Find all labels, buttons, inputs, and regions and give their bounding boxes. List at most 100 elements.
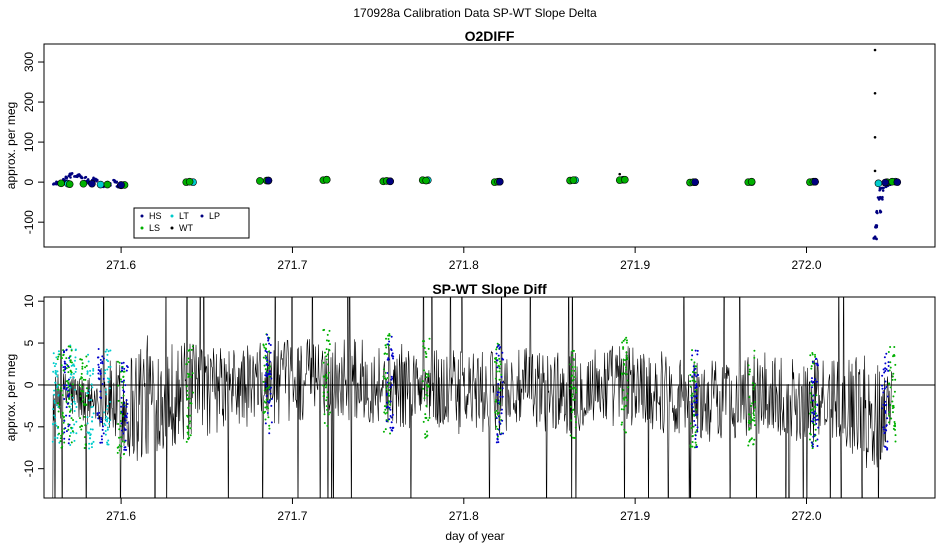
data-point-hs xyxy=(77,173,81,176)
calibration-point xyxy=(63,441,66,444)
calibration-point xyxy=(882,426,885,429)
calibration-point xyxy=(264,418,267,421)
calibration-point xyxy=(323,328,326,331)
calibration-point xyxy=(382,368,385,371)
calibration-point xyxy=(753,414,756,417)
calibration-point xyxy=(325,399,328,402)
calibration-point xyxy=(389,426,392,429)
calibration-point xyxy=(749,439,752,442)
calibration-point xyxy=(88,389,91,392)
calibration-point xyxy=(389,386,392,389)
calibration-point xyxy=(266,359,269,362)
calibration-point xyxy=(891,375,894,378)
calibration-point xyxy=(267,367,270,370)
calibration-point xyxy=(691,354,694,357)
calibration-point xyxy=(61,445,64,448)
calibration-point xyxy=(68,393,71,396)
calibration-point xyxy=(814,355,817,358)
data-point-hs xyxy=(878,209,882,213)
calibration-point xyxy=(84,424,87,427)
calibration-point xyxy=(81,385,84,388)
calibration-point xyxy=(748,427,751,430)
calibration-point xyxy=(81,390,84,393)
calibration-point xyxy=(65,387,68,390)
calibration-point xyxy=(190,348,193,351)
calibration-point xyxy=(569,363,572,366)
panel-title: O2DIFF xyxy=(465,28,515,44)
calibration-point xyxy=(571,408,574,411)
calibration-point xyxy=(88,447,91,450)
calibration-point xyxy=(322,384,325,387)
calibration-point xyxy=(126,421,129,424)
calibration-point xyxy=(572,378,575,381)
legend-marker xyxy=(200,214,204,218)
y-tick-label: 200 xyxy=(22,92,36,112)
data-point-hs xyxy=(882,186,885,190)
calibration-point xyxy=(60,434,63,437)
calibration-point xyxy=(696,430,699,433)
calibration-point xyxy=(425,393,428,396)
calibration-point xyxy=(268,432,271,435)
calibration-point xyxy=(68,438,71,441)
calibration-point xyxy=(58,432,61,435)
calibration-point xyxy=(886,447,889,450)
data-point-wt xyxy=(873,91,877,95)
calibration-point xyxy=(322,391,325,394)
data-point-ls xyxy=(79,179,88,188)
x-tick-label: 271.8 xyxy=(449,509,479,523)
calibration-point xyxy=(388,406,391,409)
calibration-point xyxy=(885,352,888,355)
calibration-point xyxy=(68,414,71,417)
calibration-point xyxy=(322,375,325,378)
calibration-point xyxy=(811,353,814,356)
calibration-point xyxy=(571,366,574,369)
calibration-point xyxy=(575,421,578,424)
data-point-hs xyxy=(878,186,882,190)
calibration-point xyxy=(692,410,695,413)
calibration-point xyxy=(265,394,268,397)
calibration-point xyxy=(387,382,390,385)
calibration-point xyxy=(625,341,628,344)
calibration-point xyxy=(91,372,94,375)
calibration-point xyxy=(569,434,572,437)
calibration-point xyxy=(66,379,69,382)
calibration-point xyxy=(57,350,60,353)
calibration-point xyxy=(324,351,327,354)
plot-frame xyxy=(43,296,936,499)
calibration-point xyxy=(810,367,813,370)
calibration-point xyxy=(62,353,65,356)
calibration-point xyxy=(264,368,267,371)
calibration-point xyxy=(265,387,268,390)
calibration-point xyxy=(56,375,59,378)
calibration-point xyxy=(91,428,94,431)
calibration-point xyxy=(751,382,754,385)
calibration-point xyxy=(99,416,102,419)
calibration-point xyxy=(124,439,127,442)
calibration-point xyxy=(61,432,64,435)
calibration-point xyxy=(188,422,191,425)
calibration-point xyxy=(64,367,67,370)
calibration-point xyxy=(496,342,499,345)
data-point-lp xyxy=(893,178,902,186)
calibration-point xyxy=(382,430,385,433)
calibration-point xyxy=(689,380,692,383)
calibration-point xyxy=(71,383,74,386)
calibration-point xyxy=(86,370,89,373)
calibration-point xyxy=(390,354,393,357)
calibration-point xyxy=(97,372,100,375)
data-point-lp xyxy=(691,178,699,186)
calibration-point xyxy=(389,432,392,435)
calibration-point xyxy=(53,393,56,396)
calibration-point xyxy=(383,411,386,414)
calibration-point xyxy=(106,428,109,431)
calibration-point xyxy=(691,440,694,443)
calibration-point xyxy=(106,420,109,423)
calibration-point xyxy=(120,429,123,432)
calibration-point xyxy=(810,365,813,368)
calibration-point xyxy=(814,405,817,408)
calibration-point xyxy=(98,411,101,414)
calibration-point xyxy=(102,357,105,360)
calibration-point xyxy=(92,440,95,443)
calibration-point xyxy=(68,384,71,387)
